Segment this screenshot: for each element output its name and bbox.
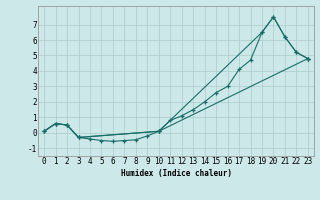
X-axis label: Humidex (Indice chaleur): Humidex (Indice chaleur) <box>121 169 231 178</box>
